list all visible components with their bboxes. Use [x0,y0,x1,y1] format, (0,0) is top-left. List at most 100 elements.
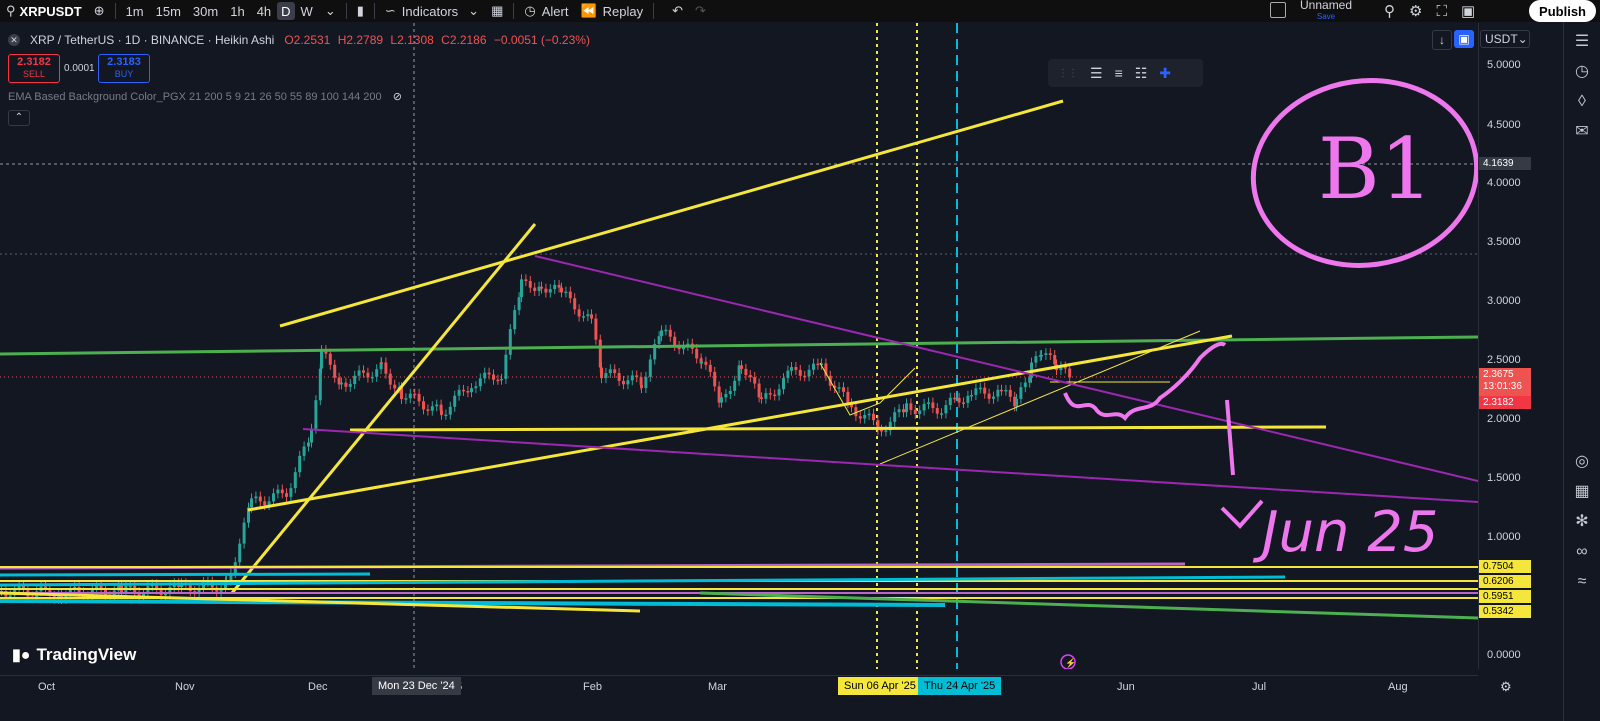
candle-body [794,367,798,370]
buy-button[interactable]: 2.3183 BUY [98,54,150,83]
candle-body [229,573,233,581]
network-icon[interactable]: ✻ [1575,513,1589,530]
eye-hidden-icon[interactable]: ⊘ [392,91,402,103]
candle-body [440,410,443,415]
chart-title[interactable]: XRP / TetherUS · 1D · BINANCE · Heikin A… [30,33,275,47]
fullscreen-icon[interactable]: ⛶ [1436,2,1447,20]
layout-name-label: Unnamed [1300,0,1353,12]
price-label: 2.0000 [1487,413,1521,425]
sell-button[interactable]: 2.3182 SELL [8,54,60,83]
candle-body [333,364,337,378]
fib-retracement-icon[interactable]: ≡ [1114,65,1123,81]
candle-body [557,284,561,288]
scroll-down-button[interactable]: ↓ [1432,30,1452,50]
candle-body [608,369,612,374]
chart-slope-icon[interactable]: ∞ [1576,543,1588,560]
candle-body [598,339,602,368]
collapse-legend-button[interactable]: ⌃ [8,110,30,126]
candle-body [668,329,672,337]
layers-icon[interactable]: ◊ [1578,93,1586,110]
candle-body [320,350,323,369]
interval-4h[interactable]: 4h [256,3,272,19]
search-icon[interactable]: ⚲ [1384,3,1395,20]
level-tag: 0.5951 [1479,590,1531,603]
price-axis[interactable]: 5.0000 4.5000 4.0000 3.5000 3.0000 2.500… [1478,23,1537,669]
symbol-search[interactable]: ⚲ XRPUSDT [0,0,88,22]
layout-checkbox-icon[interactable] [1270,2,1286,18]
alarm-clock-icon[interactable]: ◷ [1575,63,1589,80]
candle-body [426,409,430,411]
candle-body [1015,398,1018,407]
candles-icon: ▮ [356,3,364,18]
candle-body [974,388,978,395]
candle-body [737,365,741,381]
alert-button[interactable]: ◷ Alert [518,0,574,22]
chart-type-button[interactable]: ▮ [351,0,370,22]
candle-body [720,397,723,403]
candle-body [544,288,548,293]
time-axis[interactable]: Oct Nov Dec 25 Feb Mar Jun Jul Aug Mon 2… [0,675,1512,698]
layout-name[interactable]: Unnamed Save [1300,0,1352,22]
interval-15m[interactable]: 15m [155,3,181,19]
indicator-legend[interactable]: EMA Based Background Color_PGX 21 200 5 … [8,90,402,103]
candle-body [600,367,603,379]
candle-body [728,390,732,395]
candle-body [492,374,495,380]
price-label: 1.0000 [1487,531,1521,543]
camera-icon[interactable]: ▣ [1460,3,1476,20]
target-icon[interactable]: ◎ [1575,453,1589,470]
redo-button[interactable]: ↷ [689,0,712,22]
price-chart[interactable]: B1 Jun 25 ⚡ [0,23,1478,669]
candle-body [594,318,598,340]
currency-select[interactable]: USDT ⌄ [1480,30,1530,48]
candle-body [524,279,528,281]
chat-icon[interactable]: ✉ [1575,123,1589,140]
candle-body [664,329,668,332]
settings-lines-icon[interactable]: ☷ [1134,64,1148,81]
last-price: 2.3675 [1483,369,1514,380]
candle-body [1028,377,1032,383]
indicators-button[interactable]: ∽ Indicators ⌄ [379,0,485,22]
interval-w[interactable]: W [300,3,313,19]
calendar-icon[interactable]: ▦ [1574,483,1590,500]
candle-body [773,394,777,397]
replay-button[interactable]: ⏪ Replay [574,0,649,22]
candle-body [1053,355,1057,365]
candle-body [137,592,141,597]
auto-scale-button[interactable]: ▣ [1454,30,1474,48]
templates-button[interactable]: ▦ [485,0,509,22]
candle-body [500,378,503,381]
candle-body [782,378,785,390]
settings-gear-icon[interactable]: ⚙ [1500,679,1512,694]
redo-icon: ↷ [695,3,706,18]
broadcast-icon[interactable]: ≈ [1577,573,1587,590]
candle-body [905,403,908,413]
buy-label: BUY [114,69,134,79]
undo-button[interactable]: ↶ [666,0,689,22]
interval-dropdown[interactable]: ⌄ [319,0,342,22]
interval-d[interactable]: D [277,2,295,20]
lightning-icon[interactable] [1060,654,1076,669]
candle-body [388,373,392,385]
candle-body [640,384,643,389]
pitchfork-icon[interactable]: ☰ [1090,64,1103,81]
candle-body [250,498,253,508]
crosshair-icon[interactable]: ✚ [1159,64,1172,81]
candle-body [128,585,132,588]
candle-body [285,493,288,497]
interval-1h[interactable]: 1h [230,3,245,19]
drawing-toolbar: ⋮⋮ ☰ ≡ ☷ ✚ [1048,59,1203,87]
watchlist-icon[interactable]: ☰ [1574,33,1590,50]
crosshair-price-tag: 4.1639 [1479,157,1531,170]
sell-label: SELL [22,69,46,79]
compare-button[interactable]: ⊕ [88,0,111,22]
candle-body [820,363,823,365]
publish-button[interactable]: Publish [1529,0,1596,22]
gear-icon[interactable]: ⚙ [1409,3,1423,20]
interval-1m[interactable]: 1m [125,3,144,19]
drag-handle-icon[interactable]: ⋮⋮ [1058,67,1078,79]
candle-body [404,398,408,400]
candle-body [22,585,25,590]
interval-30m[interactable]: 30m [192,3,219,19]
trade-panel: 2.3182 SELL 0.0001 2.3183 BUY [8,54,150,83]
